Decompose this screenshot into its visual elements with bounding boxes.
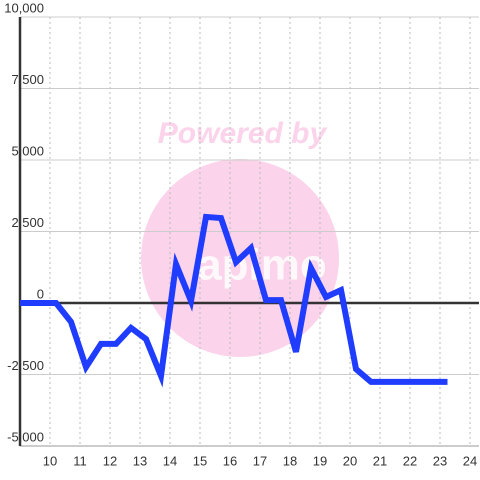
- watermark: Powered by: [158, 117, 328, 150]
- y-tick-label: 2,500: [11, 215, 44, 230]
- x-tick-label: 20: [343, 453, 357, 468]
- x-tick-label: 10: [43, 453, 57, 468]
- x-tick-label: 24: [463, 453, 477, 468]
- x-tick-label: 13: [133, 453, 147, 468]
- y-tick-label: 10,000: [4, 0, 44, 15]
- x-tick-label: 18: [283, 453, 297, 468]
- x-tick-label: 21: [373, 453, 387, 468]
- x-tick-label: 22: [403, 453, 417, 468]
- line: [20, 213, 448, 388]
- y-tick-label: 7,500: [11, 72, 44, 87]
- y-tick-label: -5,000: [7, 429, 44, 444]
- x-tick-label: 23: [433, 453, 447, 468]
- x-tick-label: 11: [73, 453, 87, 468]
- y-tick-label: 5,000: [11, 143, 44, 158]
- y-tick-label: 0: [37, 286, 44, 301]
- x-tick-label: 19: [313, 453, 327, 468]
- x-tick-label: 15: [193, 453, 207, 468]
- y-tick-label: -2,500: [7, 358, 44, 373]
- x-tick-label: 17: [253, 453, 267, 468]
- x-tick-label: 16: [223, 453, 237, 468]
- x-tick-label: 12: [103, 453, 117, 468]
- x-tick-label: 14: [163, 453, 177, 468]
